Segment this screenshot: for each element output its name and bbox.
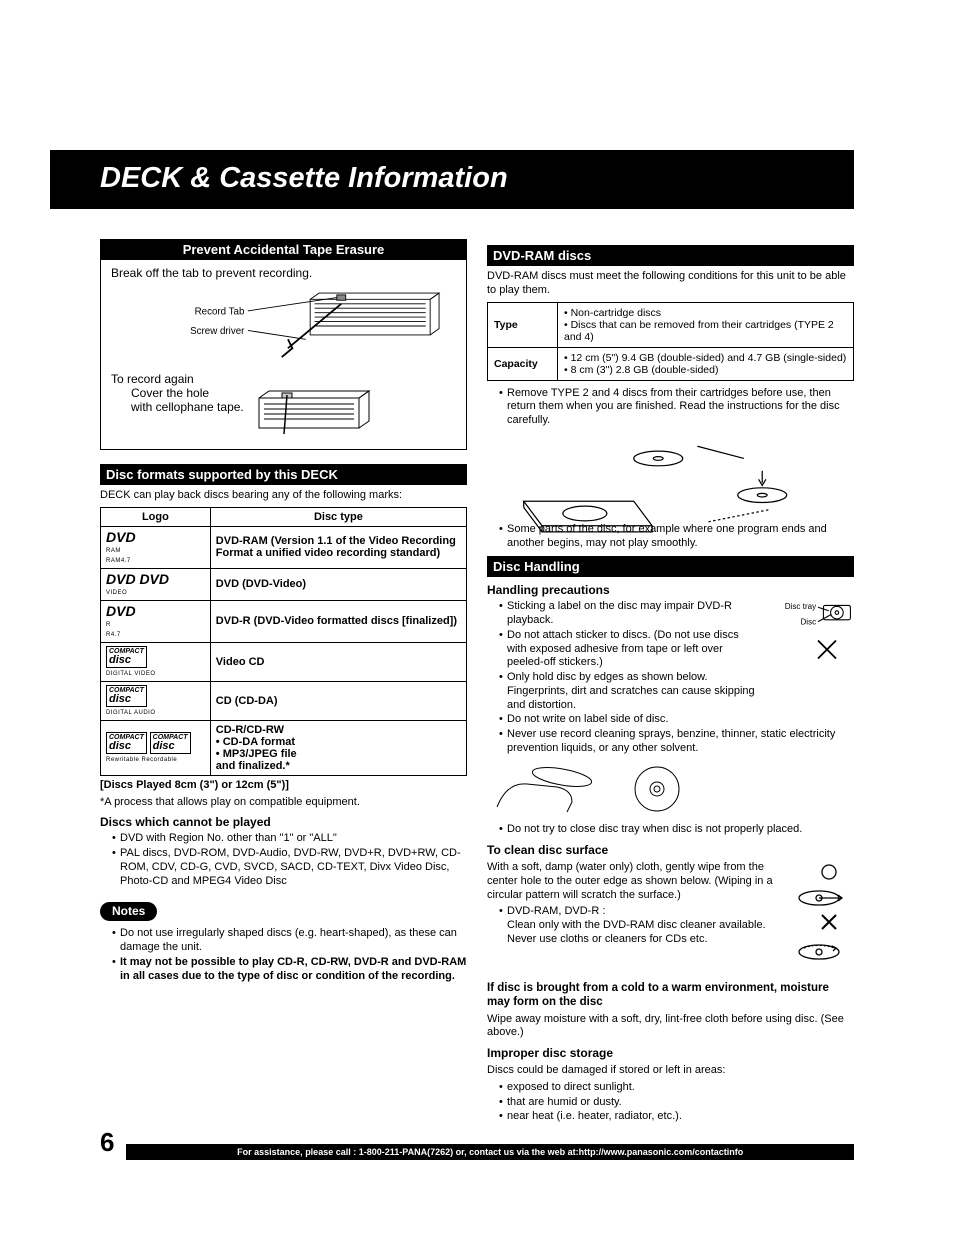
storage-intro: Discs could be damaged if stored or left… — [487, 1064, 854, 1078]
manual-page: DECK & Cassette Information Prevent Acci… — [0, 0, 954, 1200]
logo-cell: COMPACTdiscDIGITAL AUDIO — [101, 681, 211, 720]
type-cell: Video CD — [210, 642, 466, 681]
list-item: PAL discs, DVD-ROM, DVD-Audio, DVD-RW, D… — [112, 847, 467, 888]
list-item: near heat (i.e. heater, radiator, etc.). — [499, 1110, 854, 1124]
formats-intro: DECK can play back discs bearing any of … — [100, 489, 467, 503]
type-cell: DVD (DVD-Video) — [210, 568, 466, 600]
list-item: Do not attach sticker to discs. (Do not … — [499, 629, 854, 670]
list-item: Do not use irregularly shaped discs (e.g… — [112, 927, 467, 955]
notes-pill: Notes — [100, 902, 157, 921]
content-columns: Prevent Accidental Tape Erasure Break of… — [100, 239, 854, 1130]
dvdram-cap-val: • 12 cm (5") 9.4 GB (double-sided) and 4… — [558, 347, 854, 380]
formats-tbody: DVDRAM RAM4.7DVD-RAM (Version 1.1 of the… — [101, 526, 467, 775]
table-row: COMPACTdiscDIGITAL VIDEOVideo CD — [101, 642, 467, 681]
table-row: DVD DVDVIDEODVD (DVD-Video) — [101, 568, 467, 600]
page-title: DECK & Cassette Information — [100, 162, 830, 195]
type-cell: DVD-RAM (Version 1.1 of the Video Record… — [210, 526, 466, 568]
cassette-diagram-bottom — [254, 386, 374, 439]
footer-bar: For assistance, please call : 1-800-211-… — [126, 1144, 854, 1160]
type-cell: CD (CD-DA) — [210, 681, 466, 720]
prevent-header: Prevent Accidental Tape Erasure — [100, 239, 467, 260]
list-item: Do not write on label side of disc. — [499, 713, 854, 727]
dvdram-cap-label: Capacity — [488, 347, 558, 380]
list-item: Sticking a label on the disc may impair … — [499, 600, 854, 628]
dvdram-type-label: Type — [488, 302, 558, 347]
moist-body: Wipe away moisture with a soft, dry, lin… — [487, 1013, 854, 1041]
list-item: Never use record cleaning sprays, benzin… — [499, 728, 854, 756]
dvdram-header: DVD-RAM discs — [487, 245, 854, 266]
dvdram-intro: DVD-RAM discs must meet the following co… — [487, 270, 854, 298]
logo-cell: DVDR R4.7 — [101, 600, 211, 642]
not-close-note: Do not try to close disc tray when disc … — [499, 823, 854, 837]
left-column: Prevent Accidental Tape Erasure Break of… — [100, 239, 467, 1130]
title-bar: DECK & Cassette Information — [50, 150, 854, 209]
dvdram-bullet-0: Remove TYPE 2 and 4 discs from their car… — [499, 387, 854, 428]
storage-head: Improper disc storage — [487, 1046, 854, 1061]
clean-ram-body: Clean only with the DVD-RAM disc cleaner… — [507, 919, 766, 945]
table-row: DVDRAM RAM4.7DVD-RAM (Version 1.1 of the… — [101, 526, 467, 568]
record-again-body: Cover the hole with cellophane tape. — [111, 386, 244, 414]
list-item: Only hold disc by edges as shown below. … — [499, 671, 854, 712]
page-number: 6 — [100, 1127, 114, 1158]
played-note: [Discs Played 8cm (3") or 12cm (5")] — [100, 779, 289, 791]
formats-table: Logo Disc type DVDRAM RAM4.7DVD-RAM (Ver… — [100, 507, 467, 776]
table-row: COMPACTdisc COMPACTdiscRewritable Record… — [101, 720, 467, 775]
list-item: exposed to direct sunlight. — [499, 1081, 854, 1095]
dvdram-table: Type • Non-cartridge discs • Discs that … — [487, 302, 854, 381]
screwdriver-label: Screw driver — [190, 326, 245, 337]
table-row: COMPACTdiscDIGITAL AUDIOCD (CD-DA) — [101, 681, 467, 720]
logo-cell: COMPACTdiscDIGITAL VIDEO — [101, 642, 211, 681]
logo-cell: DVD DVDVIDEO — [101, 568, 211, 600]
cartridge-diagram — [487, 434, 854, 519]
cannot-list: DVD with Region No. other than "1" or "A… — [100, 832, 467, 888]
clean-ram-label: DVD-RAM, DVD-R : — [507, 905, 605, 917]
hand-disc-figure — [487, 762, 854, 822]
cassette-diagram-top: Record Tab Screw driver — [111, 286, 456, 366]
type-cell: CD-R/CD-RW • CD-DA format • MP3/JPEG fil… — [210, 720, 466, 775]
list-item: It may not be possible to play CD-R, CD-… — [112, 956, 467, 984]
table-row: DVDR R4.7DVD-R (DVD-Video formatted disc… — [101, 600, 467, 642]
record-tab-label: Record Tab — [195, 306, 245, 317]
dvdram-type-val: • Non-cartridge discs • Discs that can b… — [558, 302, 854, 347]
logo-cell: COMPACTdisc COMPACTdiscRewritable Record… — [101, 720, 211, 775]
type-cell: DVD-R (DVD-Video formatted discs [finali… — [210, 600, 466, 642]
formats-header: Disc formats supported by this DECK — [100, 464, 467, 485]
list-item: that are humid or dusty. — [499, 1096, 854, 1110]
clean-head: To clean disc surface — [487, 843, 854, 858]
record-again-head: To record again — [111, 372, 456, 386]
prevent-instruction: Break off the tab to prevent recording. — [111, 266, 456, 280]
prevent-erasure-box: Prevent Accidental Tape Erasure Break of… — [100, 239, 467, 450]
handling-header: Disc Handling — [487, 556, 854, 577]
col-type: Disc type — [210, 507, 466, 526]
dvdram-bullet-1: Some parts of the disc, for example wher… — [499, 523, 854, 551]
moist-head: If disc is brought from a cold to a warm… — [487, 981, 854, 1010]
right-column: DVD-RAM discs DVD-RAM discs must meet th… — [487, 239, 854, 1130]
notes-list: Do not use irregularly shaped discs (e.g… — [100, 927, 467, 983]
list-item: DVD with Region No. other than "1" or "A… — [112, 832, 467, 846]
cannot-head: Discs which cannot be played — [100, 815, 467, 830]
storage-list: exposed to direct sunlight.that are humi… — [487, 1081, 854, 1124]
precautions-list: Sticking a label on the disc may impair … — [487, 600, 854, 755]
logo-cell: DVDRAM RAM4.7 — [101, 526, 211, 568]
col-logo: Logo — [101, 507, 211, 526]
precautions-head: Handling precautions — [487, 583, 854, 598]
asterisk-note: *A process that allows play on compatibl… — [100, 796, 467, 810]
